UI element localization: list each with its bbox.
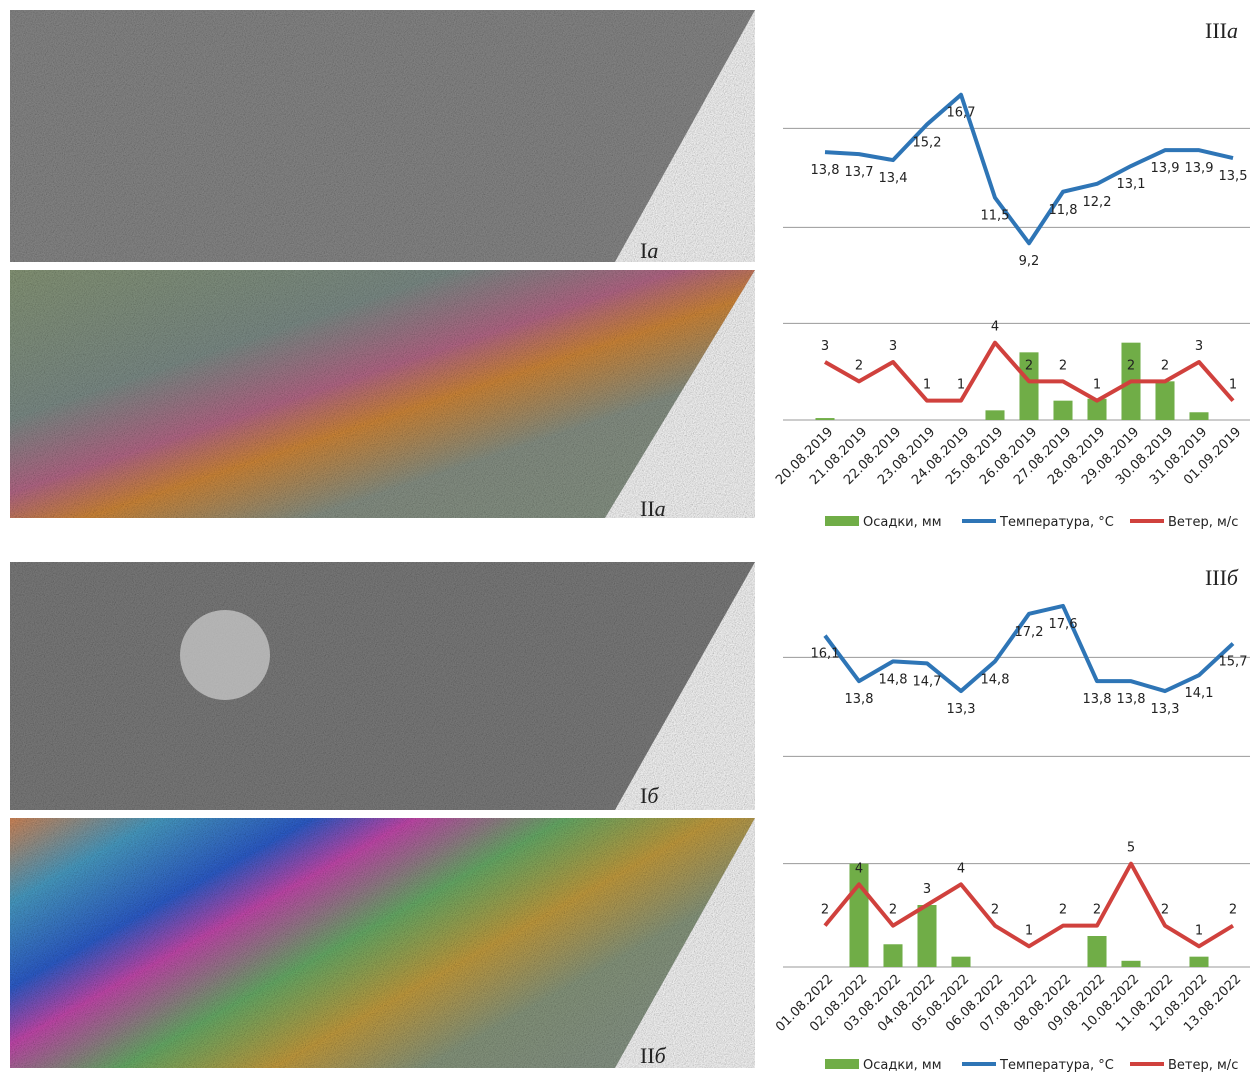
bar	[917, 905, 936, 967]
data-label: 2	[1161, 358, 1169, 373]
data-label: 13,8	[1117, 692, 1146, 707]
panel-label: IIIб	[1205, 565, 1239, 590]
label-letter: а	[647, 238, 658, 263]
data-label: 11,8	[1049, 203, 1078, 218]
label-letter: а	[1227, 18, 1238, 43]
data-label: 5	[1127, 841, 1135, 856]
data-label: 15,2	[913, 135, 942, 150]
amplitude-image	[10, 562, 755, 810]
figure: IаIIаIбIIбIIIа13,813,713,415,216,711,59,…	[0, 0, 1259, 1077]
data-label: 2	[1059, 903, 1067, 918]
label-numeral: III	[1205, 565, 1227, 590]
label-numeral: I	[640, 783, 647, 808]
data-label: 14,7	[913, 674, 942, 689]
data-label: 1	[1025, 923, 1033, 938]
data-label: 2	[1059, 358, 1067, 373]
legend-label: Ветер, м/с	[1168, 1058, 1238, 1073]
page: IаIIаIбIIбIIIа13,813,713,415,216,711,59,…	[0, 0, 1259, 1077]
data-label: 13,7	[845, 165, 874, 180]
data-label: 13,1	[1117, 177, 1146, 192]
bar	[1053, 401, 1072, 420]
bar	[849, 864, 868, 967]
legend-label: Температура, °C	[999, 515, 1114, 530]
data-label: 16,7	[947, 106, 976, 121]
panel-label: Iа	[640, 238, 658, 263]
data-label: 4	[957, 861, 965, 876]
data-label: 17,6	[1049, 617, 1078, 632]
bar	[1189, 957, 1208, 967]
interferogram-image	[10, 270, 755, 518]
data-label: 13,5	[1219, 169, 1248, 184]
data-label: 13,8	[845, 692, 874, 707]
bar	[1155, 381, 1174, 420]
label-numeral: III	[1205, 18, 1227, 43]
data-label: 16,1	[811, 647, 840, 662]
data-label: 17,2	[1015, 625, 1044, 640]
sar-images	[10, 10, 755, 1068]
data-label: 13,3	[947, 702, 976, 717]
data-label: 13,3	[1151, 702, 1180, 717]
legend-label: Осадки, мм	[863, 1058, 942, 1073]
bar	[883, 944, 902, 967]
label-numeral: I	[640, 238, 647, 263]
bar	[815, 418, 834, 420]
label-letter: б	[1227, 565, 1239, 590]
data-label: 13,8	[1083, 692, 1112, 707]
data-label: 13,9	[1151, 161, 1180, 176]
data-label: 13,8	[811, 163, 840, 178]
data-label: 4	[855, 861, 863, 876]
bar	[1087, 936, 1106, 967]
amplitude-image	[10, 10, 755, 262]
data-label: 3	[889, 339, 897, 354]
bar	[1189, 412, 1208, 420]
data-label: 3	[923, 882, 931, 897]
label-letter: а	[655, 496, 666, 521]
data-label: 2	[855, 358, 863, 373]
label-letter: б	[647, 783, 659, 808]
label-numeral: II	[640, 496, 655, 521]
bar	[985, 410, 1004, 420]
panel-label: Iб	[640, 783, 659, 808]
volcano-highlight	[180, 610, 270, 700]
data-label: 14,1	[1185, 686, 1214, 701]
data-label: 3	[1195, 339, 1203, 354]
data-label: 2	[889, 903, 897, 918]
data-label: 14,8	[879, 672, 908, 687]
data-label: 1	[1229, 378, 1237, 393]
data-label: 1	[923, 378, 931, 393]
data-label: 2	[821, 903, 829, 918]
data-label: 11,5	[981, 209, 1010, 224]
legend-label: Осадки, мм	[863, 515, 942, 530]
panel-label: IIб	[640, 1043, 667, 1068]
panel-label: IIIа	[1205, 18, 1238, 43]
panel-label: IIа	[640, 496, 666, 521]
label-numeral: II	[640, 1043, 655, 1068]
data-label: 1	[1195, 923, 1203, 938]
bar	[1121, 961, 1140, 967]
data-label: 9,2	[1019, 254, 1040, 269]
data-label: 13,4	[879, 171, 908, 186]
legend-swatch	[825, 1059, 859, 1069]
data-label: 2	[991, 903, 999, 918]
data-label: 15,7	[1219, 655, 1248, 670]
data-label: 2	[1025, 358, 1033, 373]
data-label: 2	[1161, 903, 1169, 918]
label-letter: б	[655, 1043, 667, 1068]
data-label: 2	[1229, 903, 1237, 918]
legend-label: Ветер, м/с	[1168, 515, 1238, 530]
legend-swatch	[825, 516, 859, 526]
data-label: 1	[1093, 378, 1101, 393]
legend-label: Температура, °C	[999, 1058, 1114, 1073]
data-label: 2	[1093, 903, 1101, 918]
data-label: 12,2	[1083, 195, 1112, 210]
data-label: 2	[1127, 358, 1135, 373]
data-label: 13,9	[1185, 161, 1214, 176]
data-label: 1	[957, 378, 965, 393]
bar	[951, 957, 970, 967]
data-label: 4	[991, 320, 999, 335]
data-label: 3	[821, 339, 829, 354]
interferogram-image	[10, 818, 755, 1068]
data-label: 14,8	[981, 672, 1010, 687]
